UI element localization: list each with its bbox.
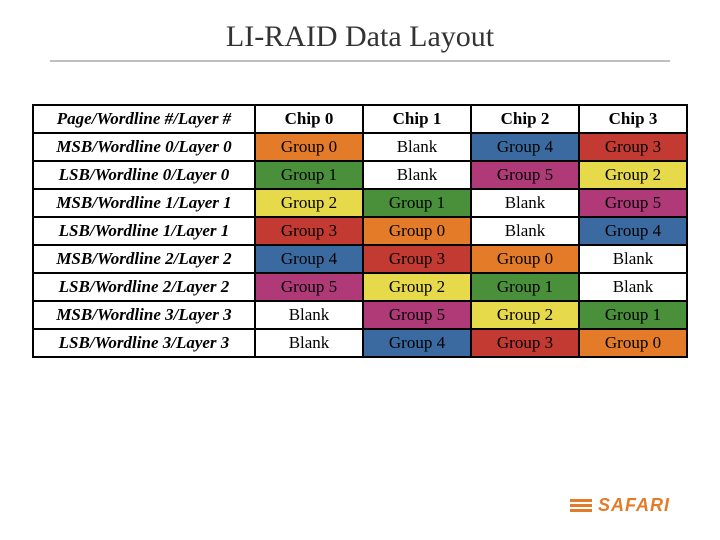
table-cell: Group 1 [255, 161, 363, 189]
table-row-header: MSB/Wordline 3/Layer 3 [33, 301, 255, 329]
table-row: MSB/Wordline 1/Layer 1Group 2Group 1Blan… [33, 189, 687, 217]
table-cell: Group 3 [363, 245, 471, 273]
table-row-header: MSB/Wordline 1/Layer 1 [33, 189, 255, 217]
table-cell: Blank [579, 273, 687, 301]
table-header-row: Page/Wordline #/Layer # Chip 0 Chip 1 Ch… [33, 105, 687, 133]
table-cell: Group 4 [363, 329, 471, 357]
table-cell: Group 2 [471, 301, 579, 329]
table-cell: Group 4 [579, 217, 687, 245]
table-row: MSB/Wordline 3/Layer 3BlankGroup 5Group … [33, 301, 687, 329]
table-cell: Blank [255, 329, 363, 357]
table-cell: Group 1 [363, 189, 471, 217]
table-row-header: LSB/Wordline 3/Layer 3 [33, 329, 255, 357]
table-cell: Group 0 [255, 133, 363, 161]
table-cell: Group 1 [471, 273, 579, 301]
table-cell: Group 4 [471, 133, 579, 161]
table-row-header: LSB/Wordline 0/Layer 0 [33, 161, 255, 189]
table-cell: Blank [579, 245, 687, 273]
table-col-header: Chip 0 [255, 105, 363, 133]
table-cell: Group 0 [579, 329, 687, 357]
table-row-header: LSB/Wordline 1/Layer 1 [33, 217, 255, 245]
table-cell: Group 3 [579, 133, 687, 161]
table-col-header: Chip 3 [579, 105, 687, 133]
table-cell: Blank [255, 301, 363, 329]
table-row: LSB/Wordline 3/Layer 3BlankGroup 4Group … [33, 329, 687, 357]
table-row: LSB/Wordline 0/Layer 0Group 1BlankGroup … [33, 161, 687, 189]
table-row: MSB/Wordline 2/Layer 2Group 4Group 3Grou… [33, 245, 687, 273]
table-cell: Group 5 [363, 301, 471, 329]
table-row-header: MSB/Wordline 0/Layer 0 [33, 133, 255, 161]
page-title: LI-RAID Data Layout [0, 20, 720, 54]
table-cell: Group 5 [471, 161, 579, 189]
table-cell: Blank [363, 161, 471, 189]
table-row-header: LSB/Wordline 2/Layer 2 [33, 273, 255, 301]
logo-text: SAFARI [598, 495, 670, 516]
table-corner-header: Page/Wordline #/Layer # [33, 105, 255, 133]
logo-stripes-icon [570, 499, 592, 512]
table-body: MSB/Wordline 0/Layer 0Group 0BlankGroup … [33, 133, 687, 357]
table-cell: Blank [363, 133, 471, 161]
table-cell: Group 5 [579, 189, 687, 217]
slide: LI-RAID Data Layout Page/Wordline #/Laye… [0, 0, 720, 540]
table-cell: Group 5 [255, 273, 363, 301]
table-cell: Group 0 [471, 245, 579, 273]
table-cell: Blank [471, 189, 579, 217]
title-underline [50, 60, 670, 62]
table-row: LSB/Wordline 2/Layer 2Group 5Group 2Grou… [33, 273, 687, 301]
data-layout-table: Page/Wordline #/Layer # Chip 0 Chip 1 Ch… [32, 104, 688, 358]
safari-logo: SAFARI [570, 495, 670, 516]
table-row-header: MSB/Wordline 2/Layer 2 [33, 245, 255, 273]
table-col-header: Chip 1 [363, 105, 471, 133]
table-cell: Group 1 [579, 301, 687, 329]
table-cell: Blank [471, 217, 579, 245]
table-row: MSB/Wordline 0/Layer 0Group 0BlankGroup … [33, 133, 687, 161]
table-cell: Group 2 [255, 189, 363, 217]
table-cell: Group 0 [363, 217, 471, 245]
table-cell: Group 2 [363, 273, 471, 301]
table-row: LSB/Wordline 1/Layer 1Group 3Group 0Blan… [33, 217, 687, 245]
table-cell: Group 4 [255, 245, 363, 273]
table-cell: Group 2 [579, 161, 687, 189]
table-cell: Group 3 [471, 329, 579, 357]
table-cell: Group 3 [255, 217, 363, 245]
table-col-header: Chip 2 [471, 105, 579, 133]
